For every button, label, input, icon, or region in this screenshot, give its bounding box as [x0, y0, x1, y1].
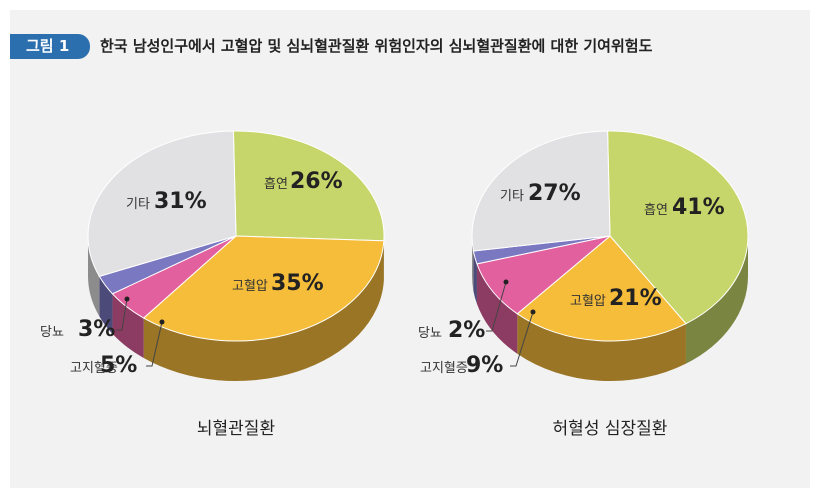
leader-line-3 [510, 311, 534, 367]
slice-label-1: 흡연 [264, 177, 288, 192]
slice-side-2 [517, 313, 686, 381]
slice-value-1: 41% [672, 195, 725, 220]
slice-label-5: 기타 [126, 197, 150, 212]
pie-slice-1 [232, 130, 385, 242]
slice-value-2: 35% [271, 271, 324, 296]
slice-side-1 [685, 236, 748, 364]
slice-value-5: 27% [528, 181, 581, 206]
figure-badge: 그림 1 [10, 34, 90, 59]
chart-title-1: 뇌혈관질환 [197, 419, 275, 439]
slice-value-1: 26% [290, 169, 343, 194]
slice-label-3: 고지혈증 [420, 361, 468, 376]
slice-label-1: 흡연 [644, 203, 668, 218]
chart-title-2: 허혈성 심장질환 [553, 419, 668, 439]
leader-line-3 [146, 321, 163, 367]
slice-value-3: 9% [466, 353, 503, 378]
pie-slice-2 [142, 235, 385, 342]
slice-side-5 [88, 236, 100, 317]
leader-dot-4 [124, 296, 130, 302]
slice-side-2 [143, 240, 384, 381]
slice-side-4 [473, 250, 477, 304]
slice-label-2: 고혈압 [570, 294, 606, 309]
slice-value-5: 31% [154, 189, 207, 214]
leader-dot-3 [530, 309, 536, 315]
slice-label-4: 당뇨 [40, 325, 64, 340]
leader-line-4 [116, 298, 128, 331]
pie-slice-5 [471, 130, 611, 252]
pie-slice-2 [516, 235, 687, 342]
leader-dot-4 [503, 279, 509, 285]
slice-label-2: 고혈압 [232, 279, 268, 294]
slice-label-3: 고지혈증 [70, 361, 118, 376]
leader-dot-3 [159, 319, 165, 325]
slice-value-2: 21% [609, 286, 662, 311]
slice-label-5: 기타 [500, 189, 524, 204]
pie-slice-1 [607, 130, 749, 325]
slice-value-3: 5% [100, 353, 137, 378]
pie-slice-5 [87, 130, 237, 277]
leader-line-4 [486, 281, 507, 332]
slice-side-3 [476, 263, 518, 354]
figure-title: 한국 남성인구에서 고혈압 및 심뇌혈관질환 위험인자의 심뇌혈관질환에 대한 … [100, 37, 653, 55]
slice-value-4: 3% [78, 317, 115, 342]
slice-side-3 [112, 293, 144, 359]
slice-value-4: 2% [448, 318, 485, 343]
slice-label-4: 당뇨 [418, 326, 442, 341]
